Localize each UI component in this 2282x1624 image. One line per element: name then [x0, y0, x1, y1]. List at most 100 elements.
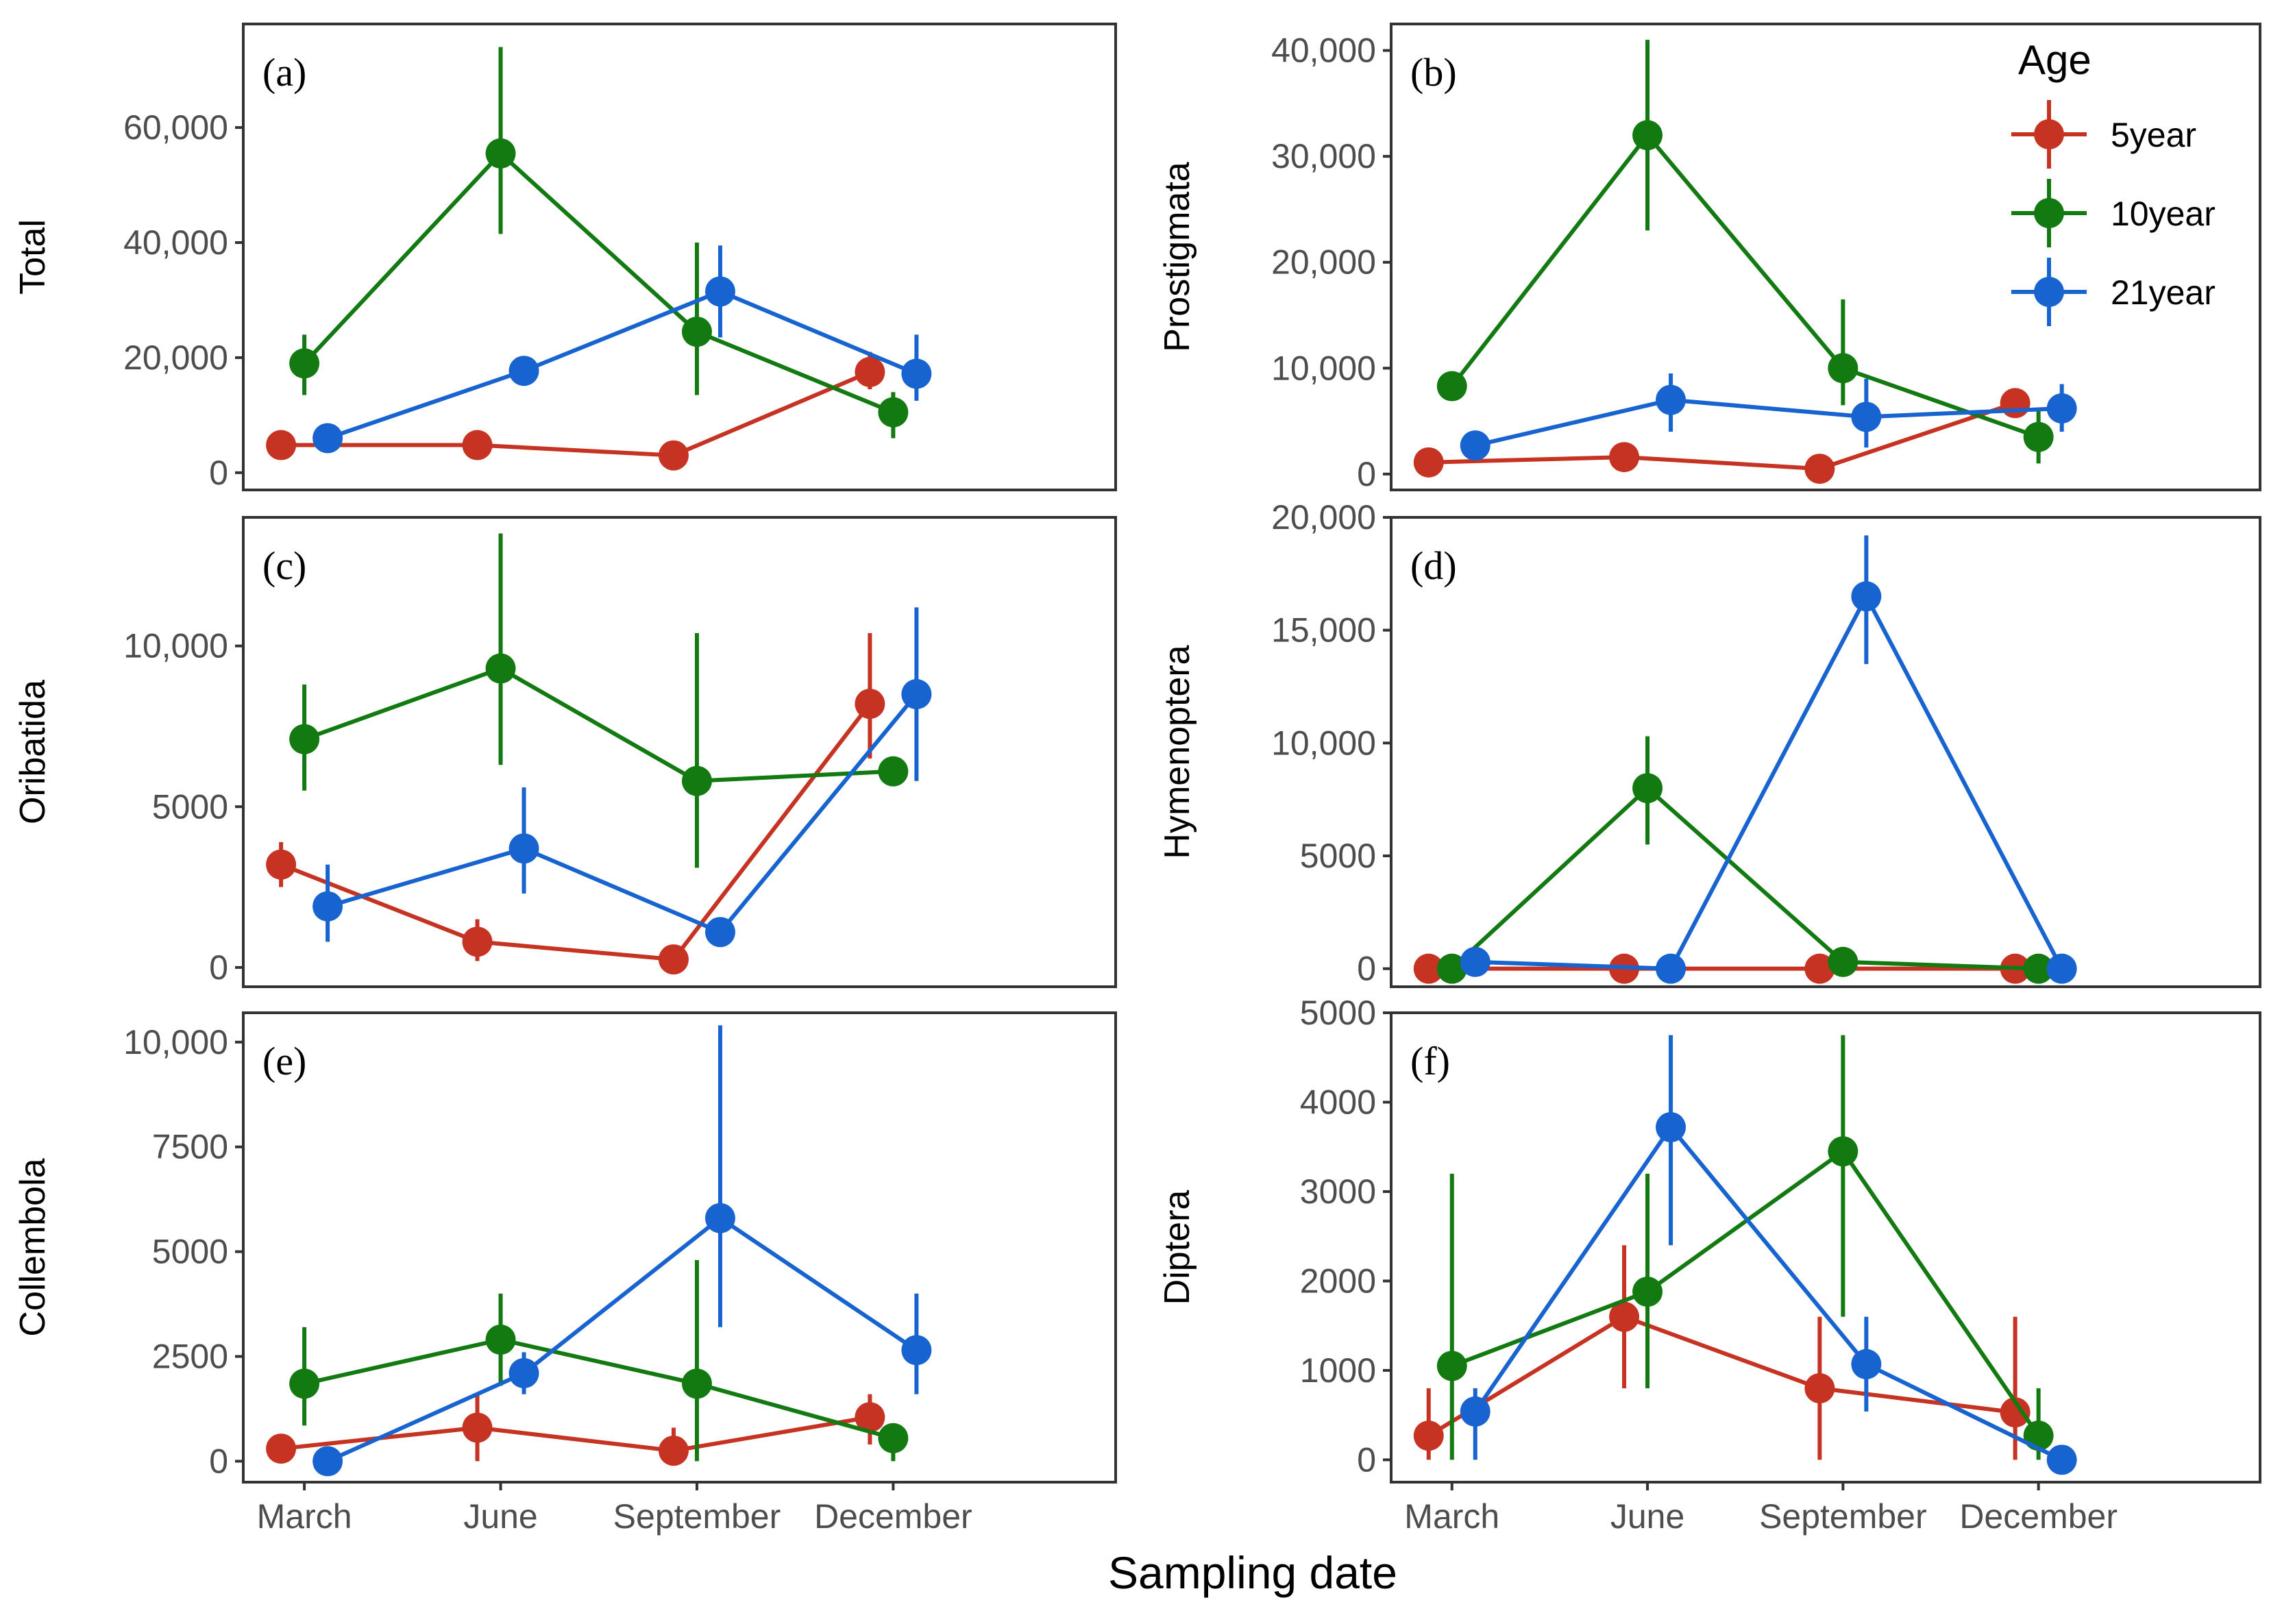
data-point — [1828, 353, 1858, 384]
data-point — [266, 1434, 297, 1464]
data-point — [312, 423, 343, 454]
panel-border — [1390, 1011, 2261, 1484]
data-point — [289, 724, 320, 754]
y-axis-label: Prostigmata — [1157, 162, 1197, 352]
series-21year — [312, 1025, 932, 1477]
panel-c: 0 5000 10,000 Oribatida (c) — [13, 516, 1117, 988]
data-point — [658, 944, 689, 975]
y-axis-label: Total — [13, 219, 53, 295]
data-point — [1460, 430, 1490, 461]
panel-border — [1390, 516, 2261, 988]
panel-b: 0 10,000 20,000 30,000 40,000 Prostigmata (b) — [1157, 23, 2261, 493]
y-tick-label: 4000 — [1300, 1083, 1376, 1121]
data-point — [681, 317, 712, 347]
data-point — [878, 397, 909, 428]
series-21year — [1460, 1035, 2077, 1475]
panel-label: (e) — [262, 1039, 306, 1083]
data-point — [1609, 1301, 1640, 1332]
series-line-21year — [327, 289, 918, 441]
data-point — [1828, 1136, 1858, 1167]
data-point — [704, 1203, 735, 1233]
panel-e: 0 2500 5000 7500 10,000 Collembola (e) March Jun… — [13, 1011, 1117, 1536]
data-point — [1828, 946, 1858, 977]
y-tick-label: 0 — [209, 454, 228, 492]
data-point — [2000, 1397, 2031, 1428]
x-tick-label: December — [814, 1497, 972, 1536]
series-line-5year — [1428, 401, 2016, 471]
data-point — [681, 765, 712, 796]
data-point — [289, 348, 320, 379]
x-tick-label: March — [1404, 1497, 1499, 1536]
legend-item-21year: 21year — [2011, 258, 2216, 326]
data-point — [878, 1423, 909, 1453]
series-10year — [1436, 1035, 2054, 1460]
series-line-5year — [281, 370, 871, 458]
y-tick-label: 15,000 — [1271, 611, 1376, 650]
series-line-5year — [1427, 1314, 2016, 1438]
data-point — [1632, 773, 1663, 804]
y-tick-label: 5000 — [152, 787, 228, 826]
data-point — [1460, 946, 1490, 977]
x-tick-label: December — [1959, 1497, 2118, 1536]
y-tick-label: 20,000 — [1271, 498, 1376, 537]
panel-border — [1390, 23, 2261, 491]
x-tick-label: June — [463, 1497, 537, 1536]
data-point — [1413, 953, 1444, 984]
data-point — [1609, 442, 1640, 473]
data-point — [485, 138, 516, 169]
y-axis-label: Oribatida — [13, 680, 53, 824]
data-point — [289, 1368, 320, 1399]
y-axis-label: Diptera — [1157, 1190, 1197, 1305]
data-point — [1436, 1351, 1467, 1381]
data-point — [266, 849, 297, 880]
data-point — [901, 679, 932, 710]
y-tick-label: 5000 — [1300, 994, 1376, 1032]
y-tick-label: 10,000 — [123, 1023, 228, 1061]
y-tick-label: 40,000 — [123, 223, 228, 262]
data-point — [2000, 388, 2031, 419]
panel-a: 0 20,000 40,000 60,000 Total (a) — [13, 23, 1117, 492]
data-point — [1413, 1420, 1444, 1451]
data-point — [1413, 447, 1444, 478]
panel-f: 0 1000 2000 3000 4000 5000 Diptera (f) March June… — [1157, 994, 2261, 1536]
data-point — [2046, 393, 2077, 423]
y-tick-label: 0 — [209, 948, 228, 987]
y-tick-label: 20,000 — [1271, 243, 1376, 282]
data-point — [1851, 581, 1882, 612]
series-line-10year — [304, 666, 894, 783]
series-5year — [1413, 1245, 2031, 1460]
panel-label: (f) — [1410, 1039, 1450, 1083]
data-point — [1804, 953, 1835, 984]
series-line-5year — [280, 1415, 870, 1453]
series-10year — [289, 533, 909, 868]
data-point — [1656, 1112, 1686, 1143]
panel-border — [242, 516, 1117, 988]
y-tick-label: 2500 — [152, 1338, 228, 1376]
series-line-21year — [1475, 397, 2062, 448]
data-point — [1632, 1277, 1663, 1307]
series-5year — [266, 632, 885, 975]
data-point — [508, 1357, 539, 1388]
y-tick-label: 10,000 — [1271, 724, 1376, 762]
legend-point — [2034, 119, 2064, 149]
legend-item-10year: 10year — [2011, 179, 2216, 247]
y-tick-label: 5000 — [1300, 837, 1376, 875]
series-5year — [1413, 388, 2031, 484]
data-point — [704, 917, 735, 948]
y-tick-label: 10,000 — [123, 627, 228, 665]
y-tick-label: 20,000 — [123, 339, 228, 377]
data-point — [312, 891, 343, 922]
data-point — [901, 1335, 932, 1366]
panel-label: (d) — [1410, 543, 1457, 588]
series-5year — [266, 352, 885, 471]
y-tick-label: 30,000 — [1271, 137, 1376, 175]
x-tick-label: June — [1610, 1497, 1684, 1536]
data-point — [1851, 402, 1882, 432]
data-point — [901, 358, 932, 389]
series-line-21year — [1473, 1124, 2063, 1462]
data-point — [1804, 1373, 1835, 1403]
data-point — [1656, 953, 1686, 984]
data-point — [1851, 1349, 1882, 1379]
data-point — [1436, 371, 1467, 402]
series-line-10year — [1450, 785, 2039, 971]
